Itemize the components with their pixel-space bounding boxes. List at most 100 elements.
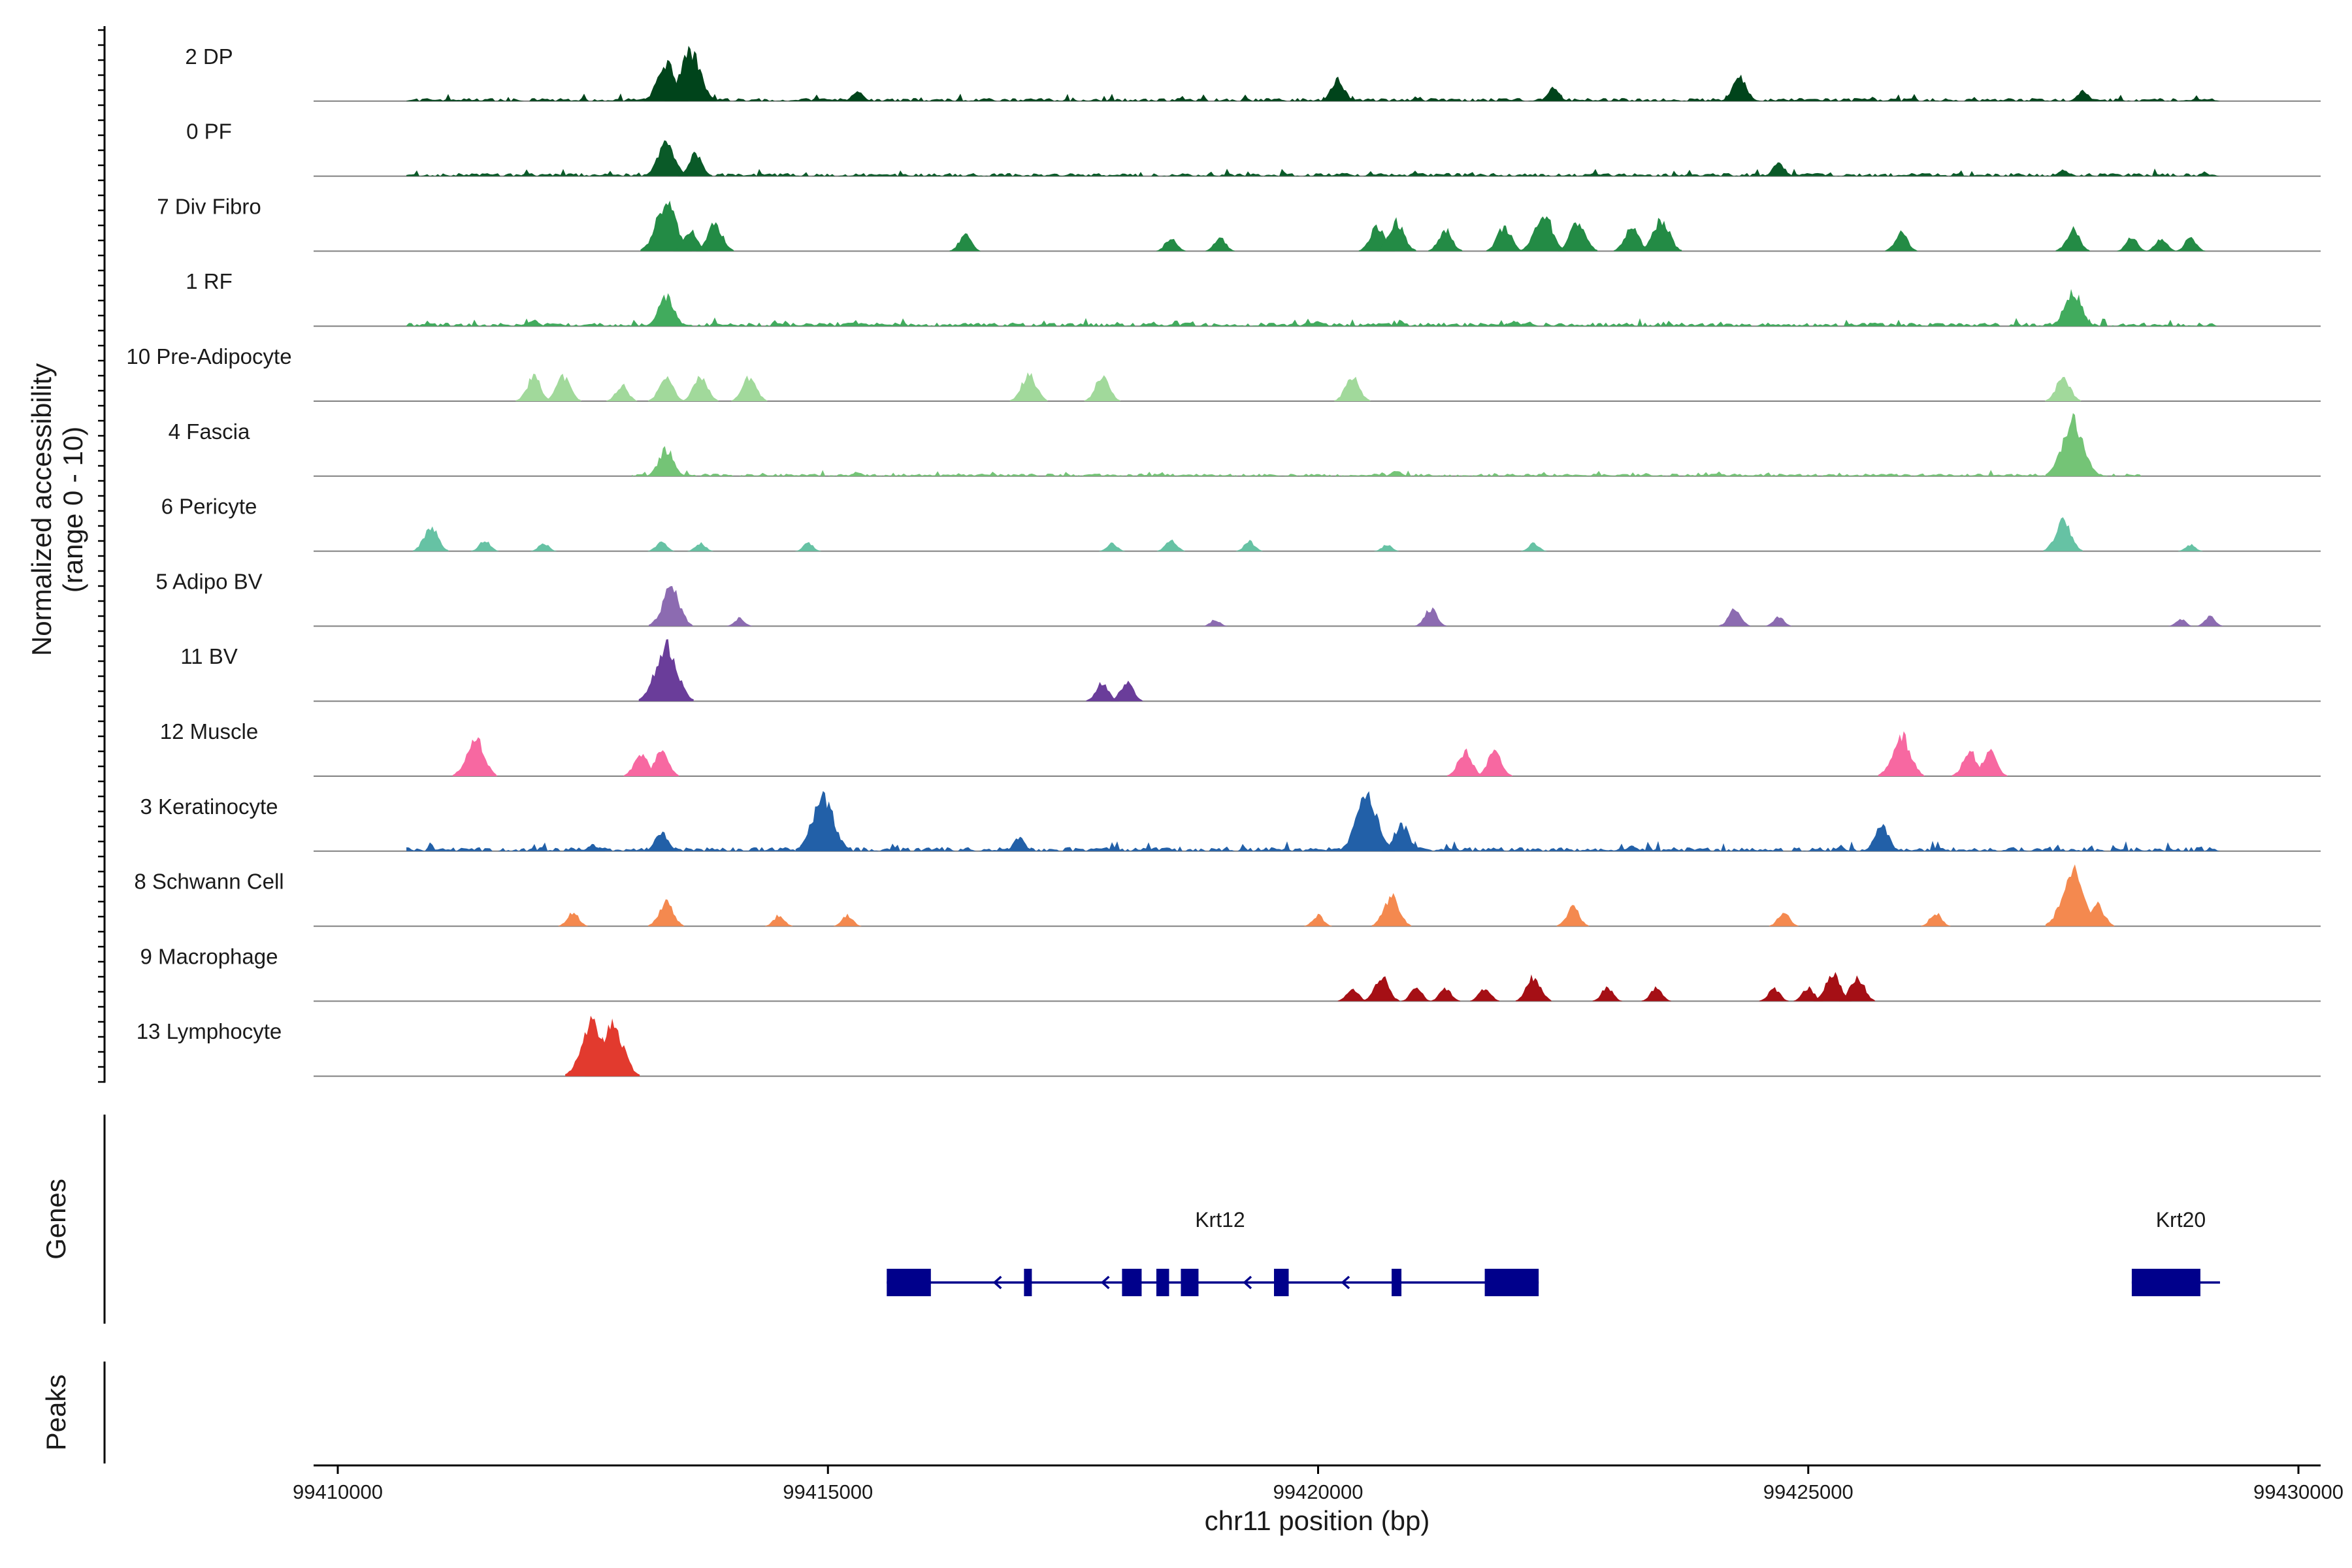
track-label: 2 DP — [185, 44, 233, 69]
accessibility-peak — [1202, 619, 1228, 627]
genes-axis-title: Genes — [41, 1179, 71, 1260]
track-label: 3 Keratinocyte — [140, 794, 278, 819]
accessibility-peak — [2168, 619, 2194, 627]
accessibility-peak — [1521, 216, 1566, 252]
accessibility-peak — [2055, 226, 2091, 252]
accessibility-peak — [2146, 238, 2176, 252]
gene-exon — [1484, 1269, 1539, 1296]
accessibility-peak — [765, 914, 793, 926]
gene-exon — [1392, 1269, 1402, 1296]
gene-exon — [1122, 1269, 1142, 1296]
accessibility-peak — [606, 384, 638, 401]
accessibility-peak — [727, 617, 753, 627]
accessibility-peak — [682, 376, 719, 401]
accessibility-peak — [646, 293, 686, 327]
track-12-muscle: 12 Muscle — [160, 719, 2321, 777]
accessibility-peak — [643, 750, 679, 776]
accessibility-peak — [1839, 975, 1876, 1002]
coverage-background — [406, 93, 2220, 101]
accessibility-peak — [1428, 227, 1463, 252]
accessibility-peak — [1371, 892, 1412, 926]
track-label: 1 RF — [186, 269, 233, 293]
accessibility-peak — [1320, 76, 1355, 101]
accessibility-peak — [1339, 791, 1395, 851]
accessibility-peak — [2050, 169, 2076, 176]
track-label: 8 Schwann Cell — [134, 870, 284, 894]
track-10-pre-adipocyte: 10 Pre-Adipocyte — [126, 344, 2321, 402]
accessibility-peak — [1374, 545, 1399, 551]
peaks-axis-title: Peaks — [41, 1375, 71, 1451]
accessibility-peak — [580, 843, 606, 851]
y-axis-title-line1: Normalized accessibility — [26, 363, 57, 656]
accessibility-peak — [1414, 607, 1447, 627]
accessibility-peak — [2045, 376, 2082, 401]
accessibility-peak — [843, 91, 872, 101]
track-3-keratinocyte: 3 Keratinocyte — [140, 791, 2321, 852]
accessibility-peak — [1885, 230, 1918, 252]
accessibility-peak — [1305, 321, 1331, 327]
accessibility-peak — [647, 376, 685, 401]
accessibility-peak — [949, 233, 981, 252]
x-tick-label: 99425000 — [1763, 1480, 1854, 1503]
accessibility-peak — [1364, 976, 1400, 1002]
track-0-pf: 0 PF — [186, 120, 2321, 177]
accessibility-peak — [2051, 289, 2095, 327]
accessibility-peak — [664, 46, 717, 101]
gene-exon — [887, 1269, 931, 1296]
gene-exon — [1181, 1269, 1199, 1296]
gene-label: Krt20 — [2156, 1208, 2206, 1232]
gene-exon — [2131, 1269, 2200, 1296]
accessibility-peak — [1431, 987, 1461, 1002]
accessibility-peak — [1384, 471, 1409, 476]
accessibility-tracks: 2 DP 0 PF 7 Div Fibro 1 RF 10 Pre-Adipocyte 4… — [126, 44, 2321, 1077]
accessibility-peak — [521, 319, 547, 327]
accessibility-peak — [1764, 162, 1794, 176]
accessibility-peak — [1377, 217, 1416, 252]
accessibility-peak — [640, 201, 693, 252]
accessibility-peak — [795, 542, 822, 551]
accessibility-peak — [1592, 986, 1622, 1002]
coverage-background — [406, 317, 2220, 327]
accessibility-peak — [795, 791, 851, 851]
accessibility-peak — [1009, 372, 1048, 401]
accessibility-peak — [678, 152, 713, 176]
accessibility-peak — [1004, 836, 1034, 851]
accessibility-peak — [1765, 616, 1793, 627]
accessibility-peak — [558, 912, 588, 926]
accessibility-peak — [1515, 974, 1552, 1002]
accessibility-peak — [1502, 320, 1527, 327]
strand-arrow — [1243, 1275, 1252, 1290]
accessibility-peak — [1556, 905, 1590, 926]
accessibility-peak — [1110, 680, 1144, 702]
accessibility-peak — [2117, 237, 2147, 252]
track-label: 5 Adipo BV — [155, 569, 262, 593]
strand-arrow — [1341, 1275, 1350, 1290]
accessibility-peak — [834, 913, 862, 926]
accessibility-peak — [1641, 986, 1671, 1002]
track-label: 6 Pericyte — [161, 495, 257, 519]
accessibility-peak — [1156, 539, 1186, 551]
accessibility-peak — [1921, 913, 1951, 926]
accessibility-peak — [1620, 845, 1644, 851]
accessibility-peak — [1205, 237, 1235, 252]
track-label: 0 PF — [186, 120, 232, 144]
accessibility-peak — [1863, 824, 1900, 851]
accessibility-peak — [1099, 542, 1126, 551]
accessibility-y-axis — [98, 26, 106, 1083]
x-tick-label: 99415000 — [783, 1480, 873, 1503]
accessibility-peak — [2197, 615, 2224, 627]
accessibility-peak — [1558, 222, 1598, 252]
accessibility-peak — [845, 472, 870, 476]
track-label: 11 BV — [180, 644, 237, 668]
accessibility-peak — [1470, 989, 1500, 1002]
track-label: 13 Lymphocyte — [137, 1019, 282, 1043]
accessibility-peak — [452, 737, 498, 776]
gene-krt12: Krt12 — [887, 1208, 1539, 1296]
accessibility-peak — [1613, 227, 1650, 252]
gene-annotation-track: Krt12 Krt20 — [887, 1208, 2220, 1296]
accessibility-peak — [1446, 748, 1484, 776]
accessibility-peak — [1641, 218, 1682, 252]
track-4-fascia: 4 Fascia — [169, 413, 2321, 477]
accessibility-peak — [1401, 987, 1431, 1002]
